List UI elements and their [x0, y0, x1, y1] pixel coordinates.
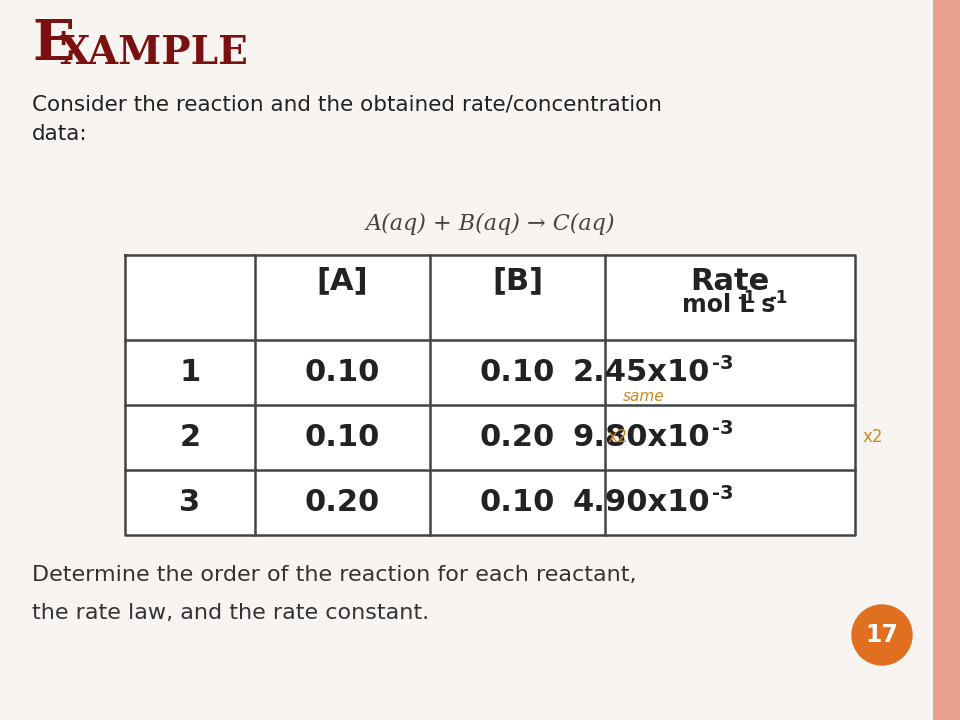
- Text: 2.45x10: 2.45x10: [572, 358, 710, 387]
- Text: 0.10: 0.10: [480, 488, 555, 517]
- Text: s: s: [753, 293, 776, 317]
- Circle shape: [852, 605, 912, 665]
- Text: 0.10: 0.10: [305, 423, 380, 452]
- Text: -1: -1: [737, 289, 756, 307]
- Text: Rate: Rate: [690, 267, 770, 296]
- Text: same: same: [623, 389, 664, 404]
- Text: 4.90x10: 4.90x10: [572, 488, 710, 517]
- Text: A(aq) + B(aq) → C(aq): A(aq) + B(aq) → C(aq): [365, 213, 614, 235]
- Text: 9.80x10: 9.80x10: [572, 423, 710, 452]
- Text: x2: x2: [608, 428, 629, 446]
- Text: Consider the reaction and the obtained rate/concentration
data:: Consider the reaction and the obtained r…: [32, 95, 662, 144]
- Text: [B]: [B]: [492, 266, 543, 295]
- Text: mol L: mol L: [682, 293, 755, 317]
- Text: 2: 2: [180, 423, 201, 452]
- Bar: [125, 255, 855, 535]
- Bar: [933, 0, 960, 720]
- Text: -3: -3: [712, 419, 733, 438]
- Text: 0.20: 0.20: [305, 488, 380, 517]
- Text: -1: -1: [769, 289, 787, 307]
- Text: -3: -3: [712, 484, 733, 503]
- Text: [A]: [A]: [317, 266, 369, 295]
- Text: E: E: [32, 17, 74, 72]
- Text: 17: 17: [866, 623, 899, 647]
- Text: the rate law, and the rate constant.: the rate law, and the rate constant.: [32, 603, 429, 623]
- Text: 0.10: 0.10: [480, 358, 555, 387]
- Text: -3: -3: [712, 354, 733, 373]
- Text: XAMPLE: XAMPLE: [60, 34, 249, 72]
- Text: 1: 1: [180, 358, 201, 387]
- Text: 3: 3: [180, 488, 201, 517]
- Text: 0.20: 0.20: [480, 423, 555, 452]
- Text: 0.10: 0.10: [305, 358, 380, 387]
- Text: x2: x2: [863, 428, 883, 446]
- Text: Determine the order of the reaction for each reactant,: Determine the order of the reaction for …: [32, 565, 636, 585]
